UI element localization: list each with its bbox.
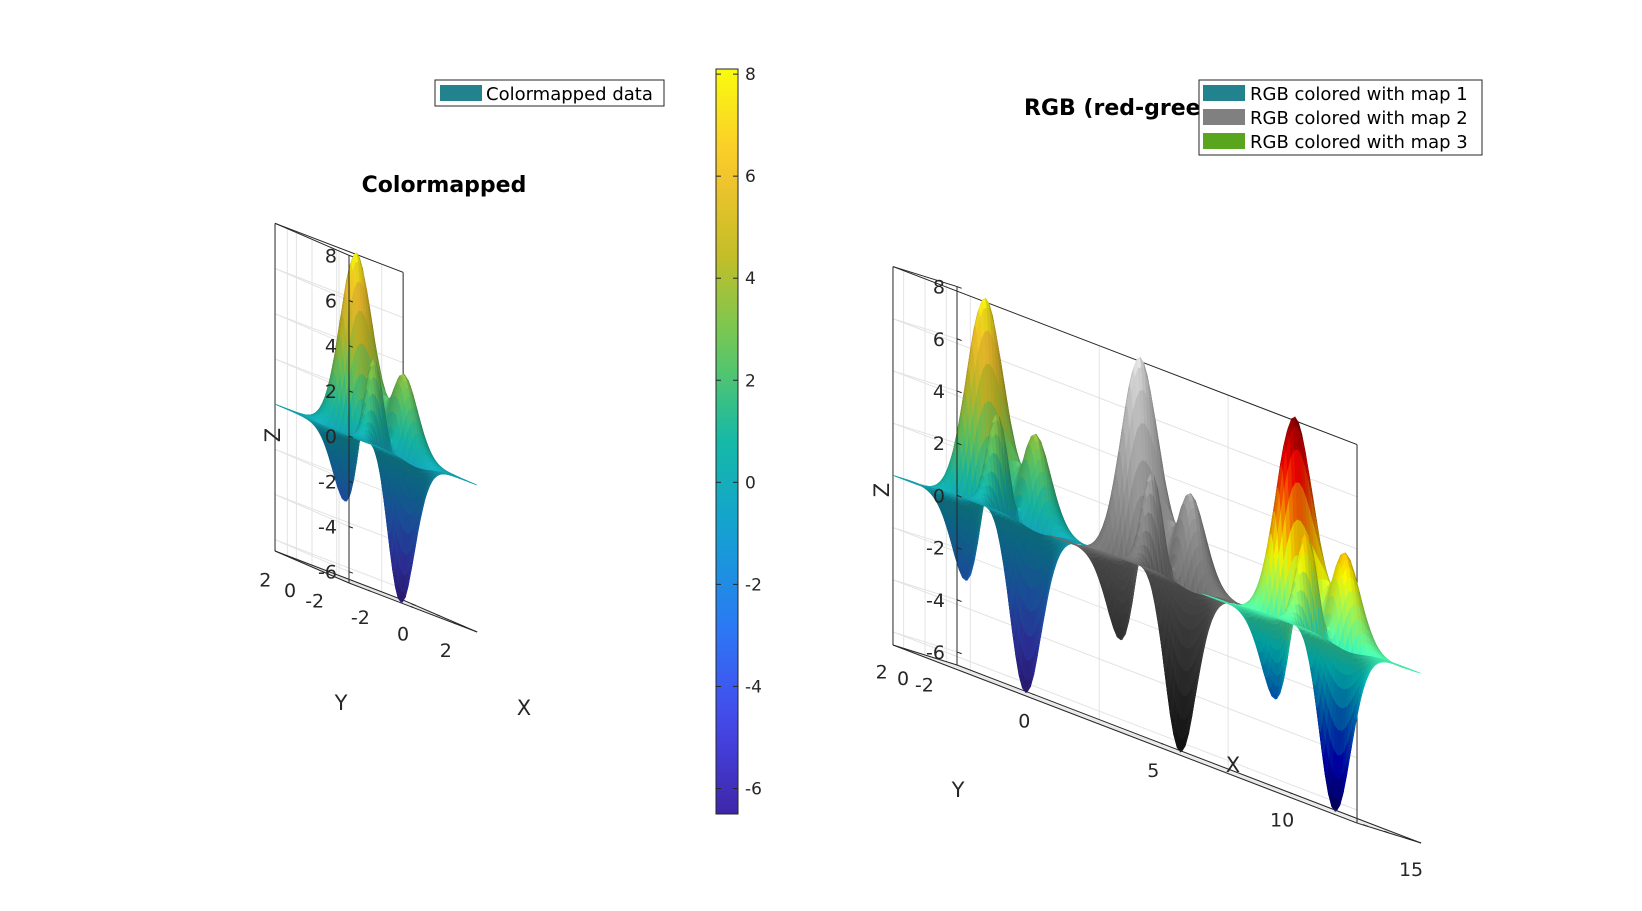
colorbar-tick-label: 2 [745, 371, 756, 391]
surface-colormapped [274, 252, 478, 604]
z-tick-label: 4 [325, 336, 337, 358]
grid-line [311, 566, 441, 617]
z-tick-label: 2 [325, 381, 337, 403]
colorbar-tick-label: 0 [745, 473, 756, 493]
axes-title: Colormapped [362, 173, 527, 198]
y-tick-label: -2 [305, 591, 324, 613]
z-tick-label: 6 [325, 291, 337, 313]
grid-line [287, 555, 416, 606]
grid-line [274, 268, 404, 319]
axis-edge [274, 550, 404, 601]
axis-edge [348, 526, 354, 529]
y-axis-label: Y [334, 691, 348, 715]
axis-edge [348, 571, 354, 574]
z-axis-label: Z [261, 428, 285, 442]
x-tick-label: 2 [440, 640, 452, 662]
grid-line [274, 539, 404, 590]
colorbar-tick-label: -2 [745, 575, 762, 595]
colorbar-tick-label: -6 [745, 779, 762, 799]
z-tick-label: -4 [318, 517, 337, 539]
surfaces-rgb [892, 297, 1422, 813]
z-tick-label: -2 [318, 471, 337, 493]
grid-line [274, 313, 350, 347]
z-tick-label: 0 [325, 426, 337, 448]
surface-parula [892, 297, 1112, 694]
z-tick-label: 8 [325, 245, 337, 267]
axis-edge [274, 222, 350, 256]
surface-patch [472, 483, 478, 486]
axis-edge [274, 550, 350, 584]
colorbar-tick-label: 4 [745, 269, 756, 289]
grid-line [903, 647, 1368, 827]
colorbar-tick-label: 8 [745, 65, 756, 85]
surface-gray [1047, 356, 1267, 753]
grid-line [274, 494, 404, 545]
axis-edge [348, 254, 354, 258]
axes-rgb: RGB (red-green-blue) -6-4-202468051015-2… [870, 96, 1423, 881]
colorbar-gradient [716, 69, 738, 814]
grid-line [274, 539, 350, 573]
x-axis-label: X [517, 696, 531, 720]
y-tick-label: 0 [284, 580, 296, 602]
grid-line [274, 268, 350, 301]
grid-line [274, 494, 350, 527]
colorbar-tick-label: -4 [745, 677, 762, 697]
colorbar[interactable]: 8 6 4 2 0 -2 -4 -6 [715, 65, 762, 815]
x-tick-label: 0 [397, 624, 409, 646]
z-tick-label: -6 [318, 562, 337, 584]
axis-edge [274, 222, 404, 273]
x-tick-label: -2 [351, 607, 370, 629]
y-tick-label: 2 [259, 569, 271, 591]
colorbar-tick-label: 6 [745, 167, 756, 187]
